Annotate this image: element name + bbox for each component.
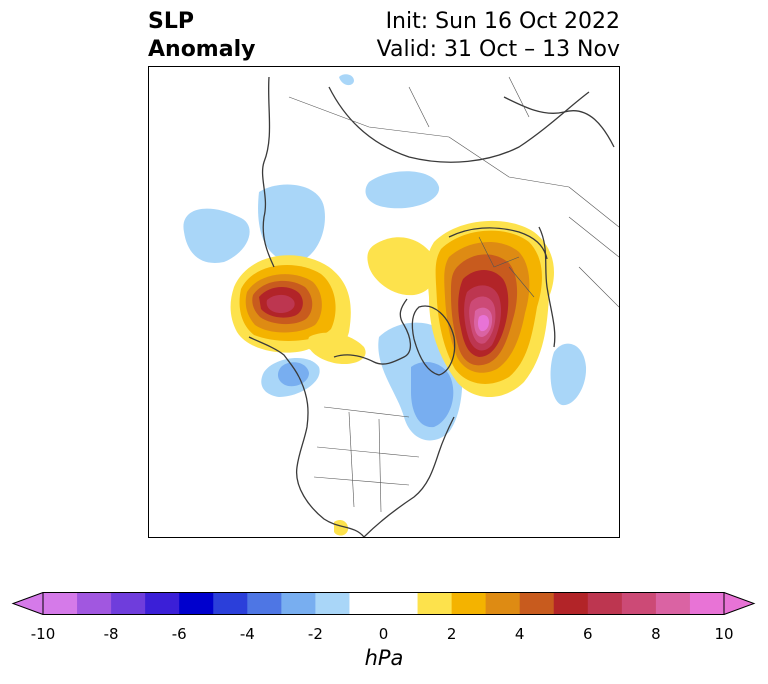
colorbar-tick-label: 2 bbox=[446, 625, 457, 643]
positive-anomaly-arctic-canada bbox=[307, 237, 438, 536]
colorbar-segment bbox=[451, 592, 487, 615]
country-borders bbox=[288, 76, 619, 513]
colorbar-segment bbox=[519, 592, 555, 615]
init-date: Init: Sun 16 Oct 2022 bbox=[385, 9, 620, 34]
colorbar-tick-label: -2 bbox=[307, 625, 323, 643]
colorbar-segment bbox=[689, 592, 725, 615]
colorbar-tick-label: 10 bbox=[714, 625, 734, 643]
colorbar-segment bbox=[145, 592, 180, 615]
colorbar-segment bbox=[349, 592, 419, 615]
colorbar-segment bbox=[111, 592, 146, 615]
colorbar-tick-label: 4 bbox=[514, 625, 525, 643]
colorbar-segment bbox=[281, 592, 316, 615]
colorbar-segment bbox=[43, 592, 78, 615]
coastlines bbox=[248, 76, 615, 537]
colorbar-segment bbox=[485, 592, 521, 615]
colorbar bbox=[11, 592, 756, 615]
colorbar-tick-label: 0 bbox=[378, 625, 389, 643]
colorbar-segment bbox=[247, 592, 282, 615]
colorbar-tick-label: -10 bbox=[30, 625, 56, 643]
valid-date-range: Valid: 31 Oct – 13 Nov bbox=[376, 37, 620, 62]
colorbar-segment bbox=[213, 592, 248, 615]
colorbar-segment bbox=[587, 592, 623, 615]
colorbar-tick-label: 6 bbox=[583, 625, 593, 643]
positive-anomaly-eurasia-arctic bbox=[426, 220, 554, 397]
positive-anomaly-north-pacific bbox=[230, 255, 351, 353]
map-svg bbox=[183, 74, 619, 537]
colorbar-tick-label: -6 bbox=[171, 625, 187, 643]
colorbar-extend-low bbox=[13, 592, 43, 615]
chart-title: SLP Anomaly bbox=[148, 8, 255, 64]
colorbar-segment bbox=[621, 592, 657, 615]
date-info: Init: Sun 16 Oct 2022 Valid: 31 Oct – 13… bbox=[377, 8, 620, 64]
colorbar-segment bbox=[77, 592, 112, 615]
colorbar-segment bbox=[315, 592, 350, 615]
negative-anomaly-west-canada bbox=[258, 74, 440, 397]
colorbar-units: hPa bbox=[364, 646, 404, 670]
colorbar-segment bbox=[417, 592, 453, 615]
title-variable-line1: SLP bbox=[148, 9, 194, 34]
colorbar-segment bbox=[655, 592, 691, 615]
colorbar-tick-label: -4 bbox=[239, 625, 255, 643]
colorbar-segment bbox=[553, 592, 589, 615]
colorbar-extend-high bbox=[724, 592, 754, 615]
colorbar-tick-label: -8 bbox=[103, 625, 119, 643]
title-variable-line2: Anomaly bbox=[148, 37, 256, 62]
negative-anomaly-central-pacific bbox=[183, 208, 250, 263]
map-panel bbox=[148, 66, 620, 538]
colorbar-tick-label: 8 bbox=[651, 625, 661, 643]
colorbar-segment bbox=[179, 592, 214, 615]
